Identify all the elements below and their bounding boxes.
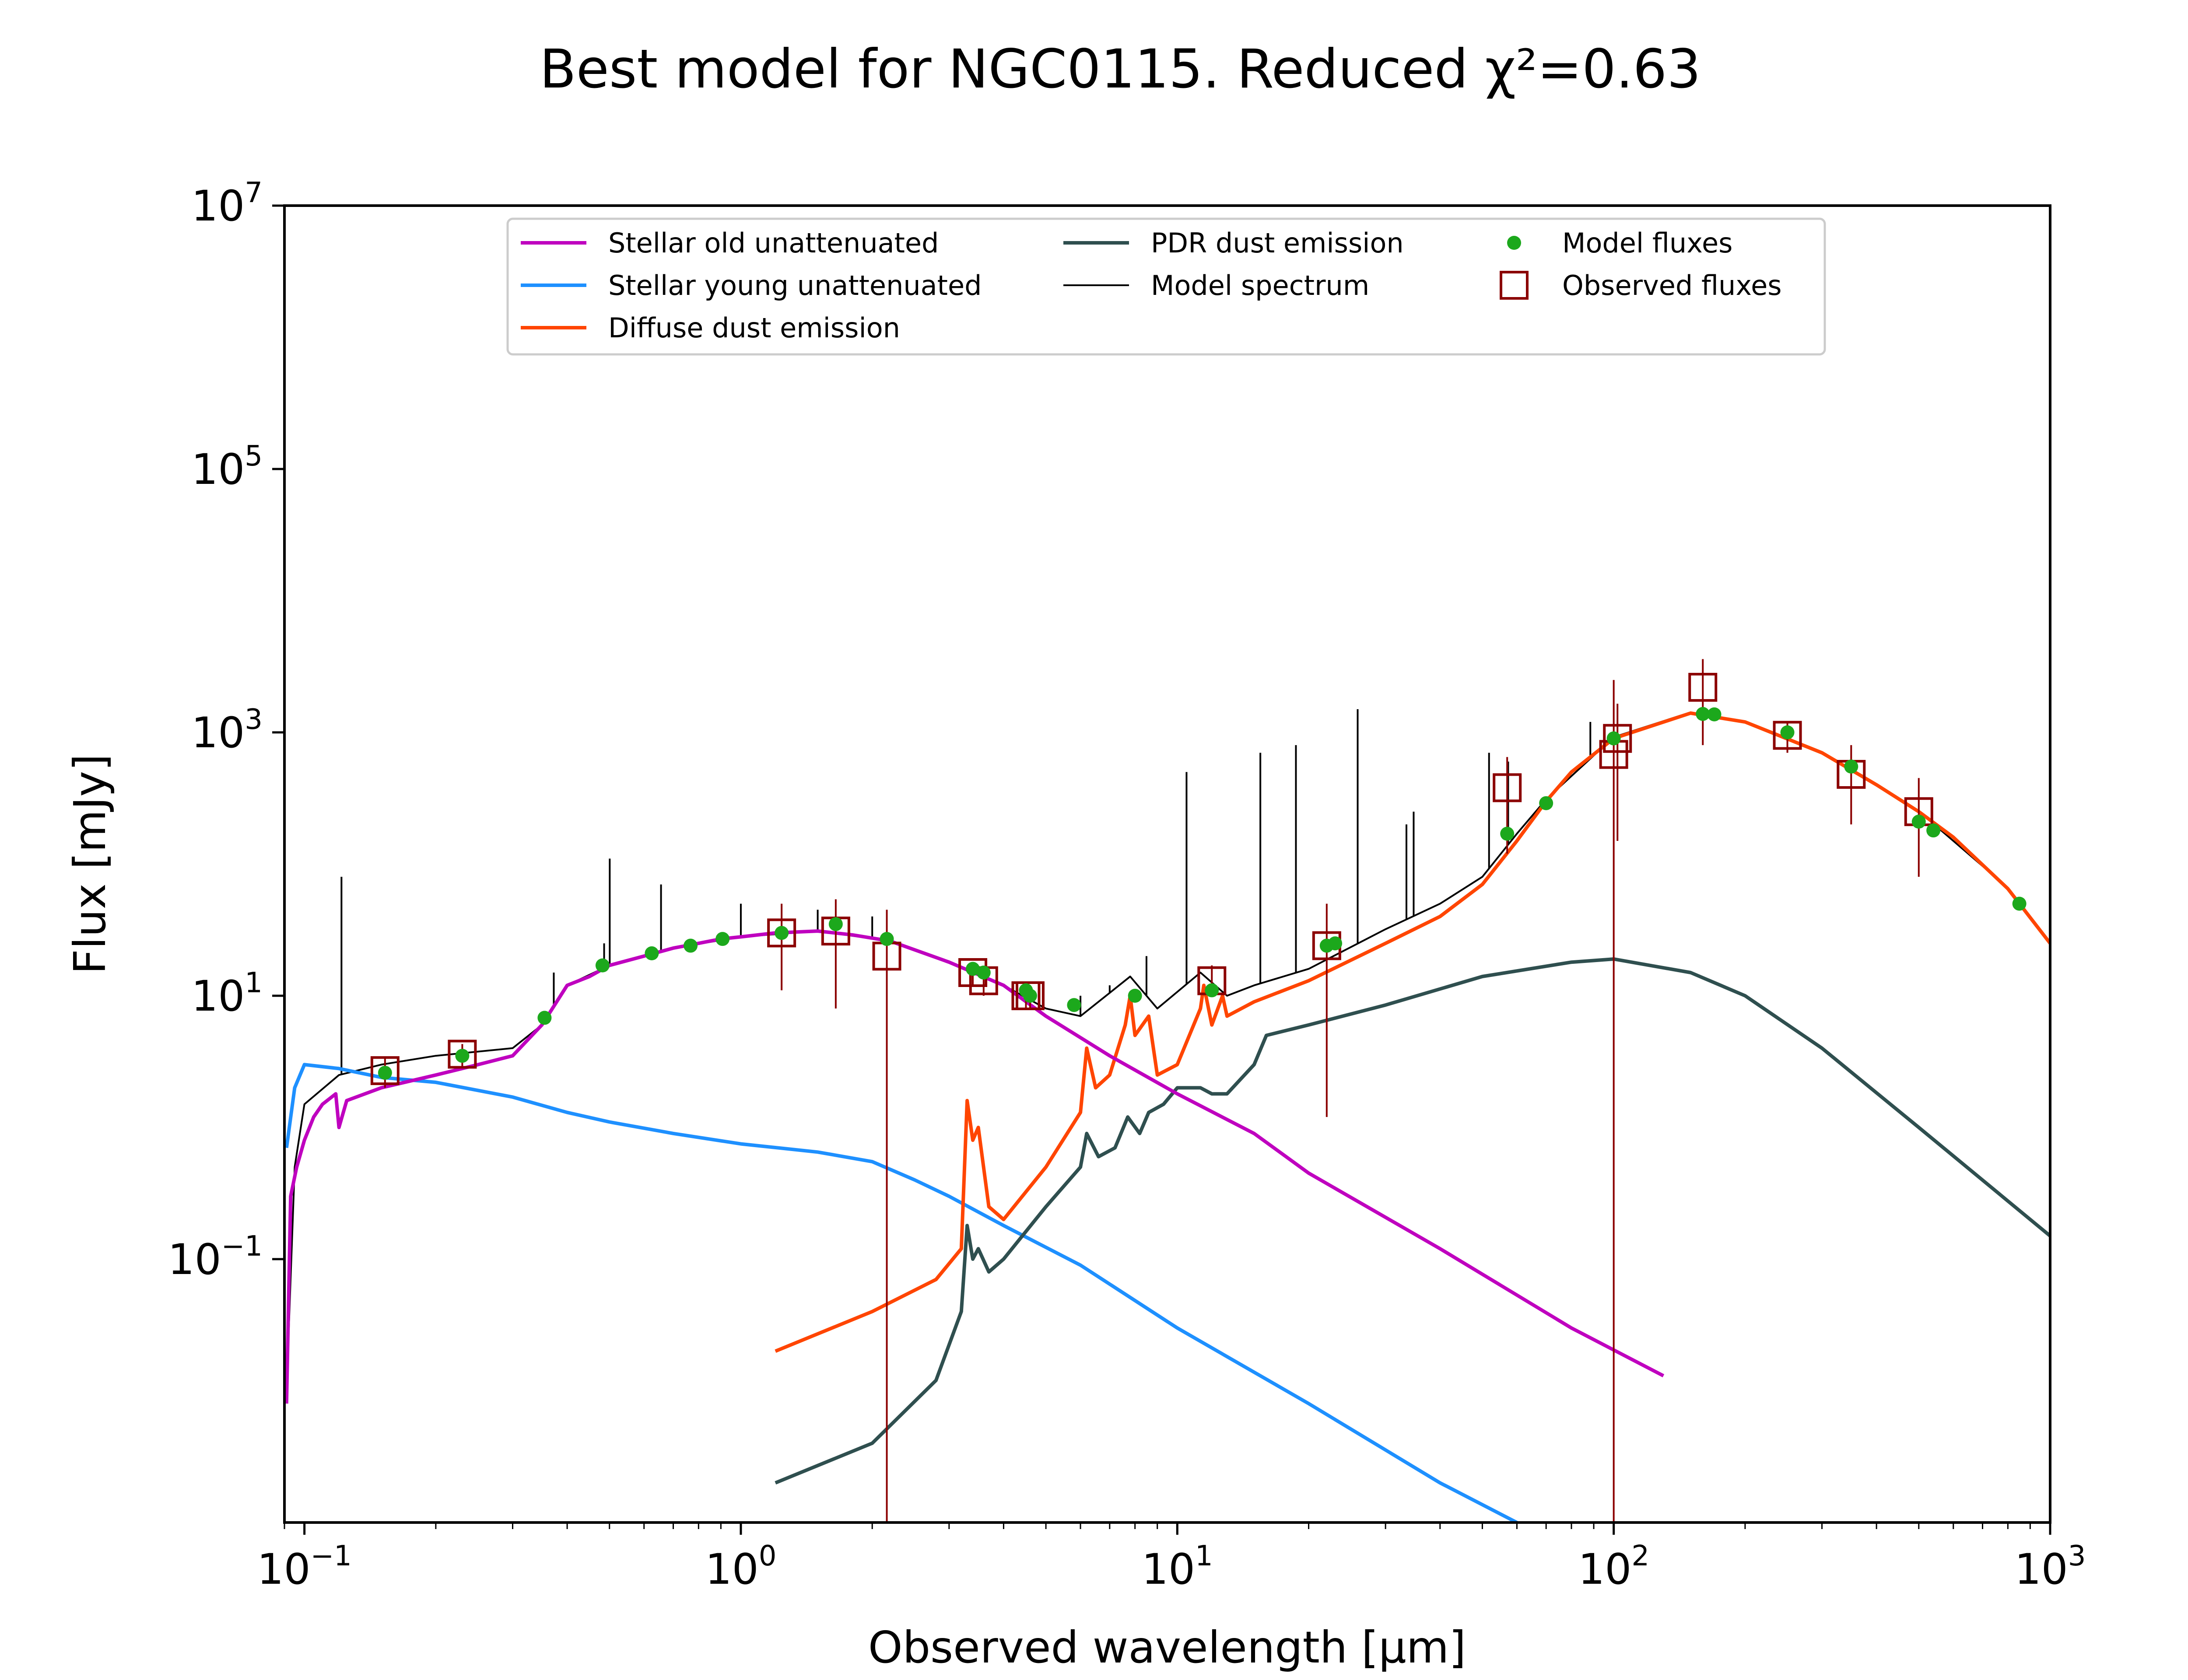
chart-title: Best model for NGC0115. Reduced χ²=0.63 [540,38,1701,100]
observed-flux-marker [767,918,796,948]
model-flux-point [1128,989,1142,1003]
series-line-pdr-dust-emission [775,957,2050,1485]
x-tick-label: 102 [1578,1540,1649,1594]
legend-swatch-observed-fluxes [1500,271,1529,300]
y-tick-label: 101 [191,967,263,1021]
model-flux-point [645,946,659,961]
model-flux-point [1539,796,1553,810]
model-flux-point [966,962,980,976]
model-flux-point [1696,707,1710,721]
observed-flux-marker [1773,721,1802,750]
legend-swatch-model-fluxes [1507,236,1521,250]
x-tick-label: 101 [1142,1540,1213,1594]
x-tick-label: 10−1 [257,1540,352,1594]
model-flux-point [1067,998,1081,1012]
y-tick-label: 10−1 [168,1230,263,1284]
legend-label-observed-fluxes: Observed fluxes [1562,270,1782,301]
model-flux-point [1926,823,1941,838]
model-flux-point [1023,989,1037,1003]
plot-frame [283,204,2051,1524]
legend-label-model-spectrum: Model spectrum [1151,270,1369,301]
legend-label-model-fluxes: Model fluxes [1562,227,1732,259]
legend-box [506,217,1826,356]
x-axis: 10−1 100 101 102 103 [257,1522,2086,1594]
model-flux-point [880,932,894,946]
model-flux-point [1205,983,1219,998]
model-flux-point [455,1049,470,1063]
model-flux-point [378,1066,392,1080]
y-tick-label: 105 [191,440,263,494]
model-flux-point [2012,896,2027,911]
x-tick-label: 100 [705,1540,777,1594]
y-tick-label: 103 [191,704,263,757]
x-tick-label: 103 [2015,1540,2086,1594]
marker-layer [370,659,2027,1522]
legend: Stellar old unattenuated Stellar young un… [506,217,1826,356]
legend-label-stellar-young-unattenuated: Stellar young unattenuated [608,270,982,301]
observed-flux-marker [1603,724,1632,753]
model-flux-point [1606,731,1621,746]
observed-flux-marker [448,1040,477,1069]
model-flux-point [775,926,789,940]
legend-label-stellar-old-unattenuated: Stellar old unattenuated [608,227,939,259]
model-flux-point [1844,760,1858,774]
model-flux-point [976,965,991,980]
y-tick-label: 107 [191,177,263,231]
legend-label-diffuse-dust-emission: Diffuse dust emission [608,312,900,344]
x-axis-label: Observed wavelength [μm] [868,1622,1466,1673]
model-flux-point [1911,815,1926,829]
model-flux-point [715,932,730,946]
y-axis-label: Flux [mJy] [64,754,116,974]
y-axis: 10−1 101 103 105 107 [168,177,284,1284]
model-flux-point [537,1011,552,1025]
plot-area [283,204,2051,1524]
model-flux-point [684,938,698,953]
series-line-stellar-old-unattenuated [284,929,1665,1404]
observed-flux-marker [1493,773,1522,802]
model-flux-point [1500,826,1515,841]
series-line-stellar-young-unattenuated [284,1063,1518,1522]
observed-flux-marker [370,1056,400,1085]
model-flux-point [1328,936,1343,951]
model-flux-point [595,958,610,973]
model-flux-point [1707,707,1722,721]
model-flux-point [828,917,843,931]
observed-flux-marker [1015,981,1045,1010]
legend-label-pdr-dust-emission: PDR dust emission [1151,227,1404,259]
observed-flux-marker [1688,672,1718,702]
model-flux-point [1780,725,1795,739]
